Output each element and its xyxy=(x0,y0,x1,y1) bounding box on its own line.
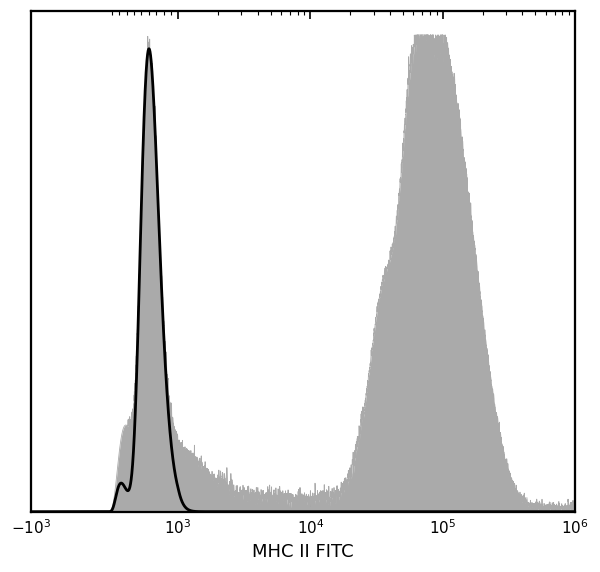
X-axis label: MHC II FITC: MHC II FITC xyxy=(253,543,354,561)
